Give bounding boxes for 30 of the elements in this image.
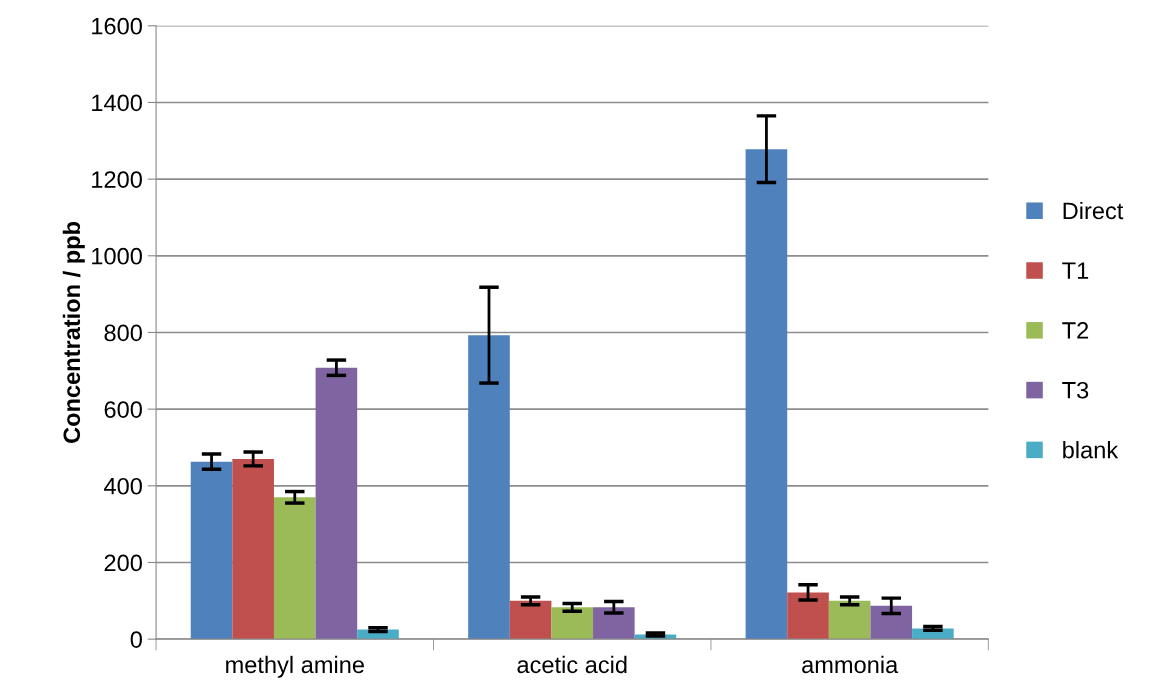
legend-label: T2	[1062, 322, 1089, 339]
y-tick-label: 600	[104, 401, 142, 418]
y-tick-label: 1000	[92, 247, 142, 265]
bar	[828, 600, 871, 640]
y-tick-label: 800	[104, 324, 142, 342]
legend-label: Direct	[1063, 201, 1124, 220]
bar	[593, 607, 635, 640]
bar	[468, 335, 510, 640]
legend-label: T3	[1062, 381, 1089, 399]
y-tick-label: 1600	[92, 17, 142, 35]
bar	[315, 367, 358, 640]
y-axis-title: Concentration / ppb	[62, 221, 85, 443]
bar	[232, 458, 274, 640]
y-tick-label: 200	[104, 554, 142, 572]
x-tick-label: methyl amine	[226, 655, 364, 678]
y-tick-label: 0	[130, 631, 142, 648]
bar	[787, 592, 829, 640]
x-tick-label: acetic acid	[517, 655, 627, 674]
y-tick-label: 400	[104, 477, 142, 495]
legend-label: T1	[1062, 262, 1089, 279]
y-tick-label: 1400	[92, 94, 142, 112]
bar	[509, 600, 552, 640]
bar	[273, 497, 316, 640]
x-tick-label: ammonia	[802, 655, 899, 674]
legend-label: blank	[1063, 441, 1119, 459]
y-tick-label: 1200	[92, 171, 142, 188]
bar	[190, 461, 233, 640]
bar	[551, 607, 594, 640]
bar	[870, 605, 913, 640]
bar	[745, 149, 788, 640]
